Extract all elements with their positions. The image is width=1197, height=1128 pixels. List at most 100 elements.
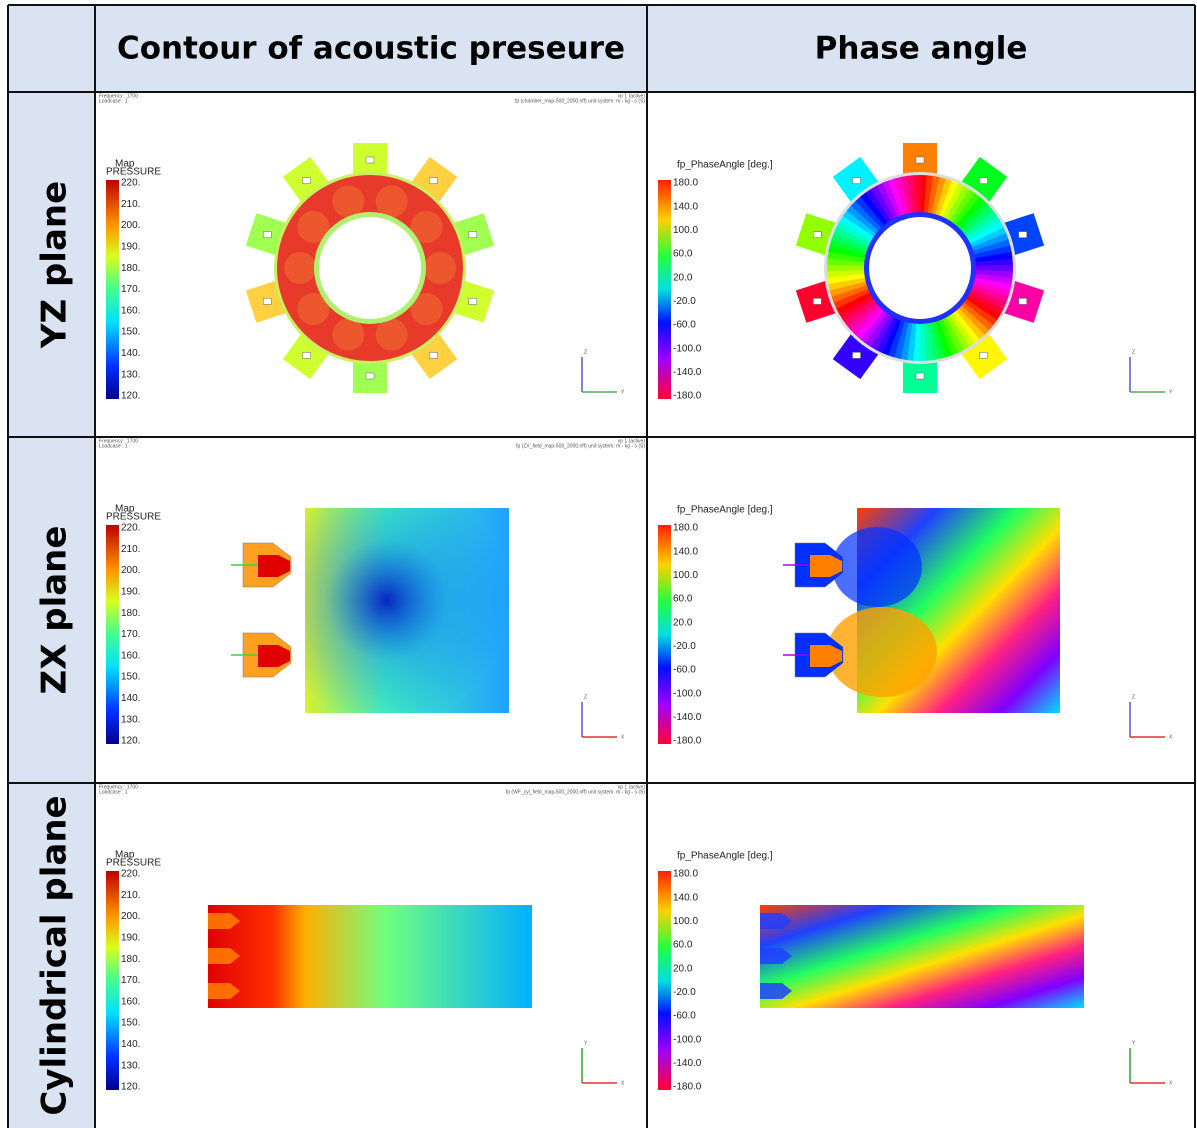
- injector-core: [810, 645, 842, 667]
- ring-hole: [869, 217, 971, 319]
- colorbar-label: -60.0: [673, 320, 696, 331]
- viewport-info: Frequency : 1700: [99, 93, 138, 99]
- legend-quantity: PRESSURE: [106, 167, 161, 178]
- tab-hole: [1018, 298, 1027, 305]
- colorbar-label: 120.: [121, 736, 140, 747]
- result-cell: fp_PhaseAngle [deg.] 180.0 140.0 100.0 60.0 2…: [658, 851, 1173, 1093]
- tab-hole: [915, 156, 925, 164]
- tab-hole: [365, 372, 375, 380]
- colorbar-label: 140.0: [673, 892, 698, 903]
- colorbar: [658, 871, 671, 1090]
- tab-hole: [813, 231, 822, 238]
- injector-slot: [760, 983, 792, 999]
- triad-label: Y: [1132, 1040, 1136, 1046]
- legend-quantity: PRESSURE: [106, 512, 161, 523]
- triad-label: Z: [584, 694, 587, 700]
- injector-core: [258, 645, 290, 667]
- colorbar-label: -180.0: [673, 1082, 702, 1093]
- viewport-info: Loadcase : 1: [99, 98, 128, 104]
- viewport-info: fp (WF_cyl_field_map-500_2000.nff) unit …: [506, 789, 645, 795]
- legend-quantity: PRESSURE: [106, 858, 161, 869]
- tab-hole: [263, 231, 272, 238]
- colorbar-label: 150.: [121, 672, 140, 683]
- triad-label: Y: [584, 1040, 588, 1046]
- viewport-info: Frequency : 1700: [99, 784, 138, 790]
- colorbar-label: 200.: [121, 220, 140, 231]
- colorbar-label: 150.: [121, 1018, 140, 1029]
- colorbar-label: 130.: [121, 714, 140, 725]
- pressure-field: [208, 905, 532, 1008]
- pressure-patch: [375, 185, 408, 218]
- colorbar-label: 190.: [121, 242, 140, 253]
- colorbar-label: 100.0: [673, 916, 698, 927]
- colorbar-label: 220.: [121, 178, 140, 189]
- triad-label: X: [1169, 1080, 1173, 1086]
- colorbar-label: 210.: [121, 890, 140, 901]
- colorbar: [106, 871, 119, 1090]
- pressure-patch: [297, 293, 330, 326]
- tab-hole: [979, 352, 988, 359]
- triad-label: X: [621, 1080, 625, 1086]
- colorbar-label: 150.: [121, 327, 140, 338]
- pressure-field-core: [305, 508, 509, 713]
- colorbar-label: -60.0: [673, 1011, 696, 1022]
- tab-hole: [429, 352, 438, 359]
- colorbar-label: 120.: [121, 391, 140, 402]
- injector-core: [810, 555, 842, 577]
- colorbar-label: 190.: [121, 587, 140, 598]
- tab-hole: [813, 298, 822, 305]
- colorbar-label: -180.0: [673, 391, 702, 402]
- tab-hole: [915, 372, 925, 380]
- viewport-info: fp (ZX_field_map-500_2000.nff) unit syst…: [516, 443, 645, 449]
- colorbar-label: -140.0: [673, 1058, 702, 1069]
- colorbar: [106, 525, 119, 744]
- colorbar-label: 20.0: [673, 617, 693, 628]
- legend-title: fp_PhaseAngle [deg.]: [677, 851, 773, 862]
- row-label: Cylindrical plane: [35, 795, 75, 1115]
- colorbar-label: 60.0: [673, 940, 693, 951]
- legend-title: fp_PhaseAngle [deg.]: [677, 505, 773, 516]
- viewport-info: vp 1 (active): [618, 784, 646, 790]
- legend-title: fp_PhaseAngle [deg.]: [677, 160, 773, 171]
- pressure-patch: [284, 252, 316, 284]
- colorbar-label: 210.: [121, 544, 140, 555]
- colorbar-label: 180.0: [673, 178, 698, 189]
- colorbar-label: 130.: [121, 1060, 140, 1071]
- legend-title: Map: [115, 850, 135, 861]
- colorbar-label: 140.: [121, 693, 140, 704]
- colorbar-label: 170.: [121, 284, 140, 295]
- triad-label: Z: [1132, 694, 1135, 700]
- table-grid: [7, 4, 1196, 1128]
- colorbar: [658, 180, 671, 399]
- ring-hole: [319, 217, 421, 319]
- viewport-info: vp 1 (active): [618, 93, 646, 99]
- colorbar-label: 190.: [121, 933, 140, 944]
- triad-label: X: [1169, 734, 1173, 740]
- colorbar-label: 180.: [121, 263, 140, 274]
- pressure-patch: [332, 185, 365, 218]
- phase-zone: [832, 527, 922, 607]
- legend-title: Map: [115, 504, 135, 515]
- triad-label: Z: [584, 349, 587, 355]
- phase-field: [760, 905, 1084, 1008]
- column-header: Phase angle: [815, 31, 1028, 67]
- colorbar-label: 20.0: [673, 963, 693, 974]
- row-label: ZX plane: [35, 526, 75, 695]
- injector-slot: [208, 983, 240, 999]
- colorbar-label: 180.0: [673, 869, 698, 880]
- colorbar-label: -20.0: [673, 296, 696, 307]
- pressure-patch: [410, 210, 443, 243]
- colorbar-label: -140.0: [673, 712, 702, 723]
- tab-hole: [979, 177, 988, 184]
- colorbar-label: 140.: [121, 348, 140, 359]
- colorbar-label: 180.0: [673, 523, 698, 534]
- injector-slot: [760, 948, 792, 964]
- injector-core: [258, 555, 290, 577]
- pressure-patch: [424, 252, 456, 284]
- colorbar-label: 160.: [121, 996, 140, 1007]
- phase-zone: [827, 607, 937, 697]
- colorbar-label: 200.: [121, 911, 140, 922]
- viewport-info: Loadcase : 1: [99, 789, 128, 795]
